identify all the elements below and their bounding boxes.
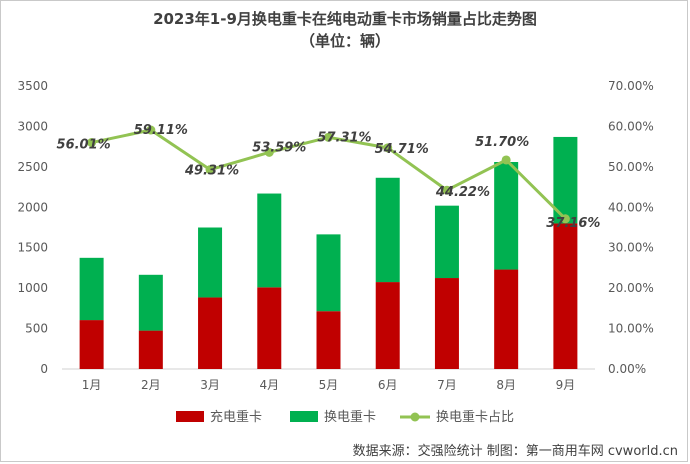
x-tick-label: 1月	[82, 378, 102, 392]
bar-charging	[138, 330, 163, 369]
bar-swapping	[494, 162, 519, 270]
bar-charging	[553, 223, 578, 369]
share-point	[205, 165, 215, 175]
y-right-tick-label: 20.00%	[608, 281, 654, 295]
bar-charging	[316, 311, 341, 369]
x-tick-label: 7月	[437, 378, 457, 392]
y-right-tick-label: 60.00%	[608, 119, 654, 133]
bar-charging	[257, 287, 282, 369]
share-point	[264, 147, 274, 157]
legend-label-share: 换电重卡占比	[436, 409, 514, 425]
legend-swatch-charging	[176, 411, 204, 422]
x-tick-label: 6月	[378, 378, 398, 392]
share-data-label: 56.01%	[57, 138, 111, 153]
bar-swapping	[316, 234, 341, 312]
bar-charging	[375, 282, 400, 369]
share-data-label: 54.71%	[375, 142, 429, 157]
bar-swapping	[79, 257, 104, 321]
x-tick-label: 3月	[200, 378, 220, 392]
bar-swapping	[198, 227, 223, 298]
y-right-tick-label: 40.00%	[608, 200, 654, 214]
x-tick-label: 8月	[496, 378, 516, 392]
bar-charging	[79, 320, 104, 369]
share-point	[146, 125, 156, 135]
share-point	[501, 155, 511, 165]
y-right-tick-label: 10.00%	[608, 322, 654, 336]
share-data-label: 59.11%	[134, 123, 188, 138]
share-point	[383, 143, 393, 153]
y-left-tick-label: 2500	[17, 160, 48, 174]
y-right-tick-label: 70.00%	[608, 79, 654, 93]
legend-swatch-swapping	[290, 411, 318, 422]
share-point	[442, 185, 452, 195]
y-right-tick-label: 0.00%	[608, 362, 646, 376]
share-data-label: 49.31%	[184, 164, 239, 179]
bar-charging	[434, 278, 459, 369]
source-note: 数据来源：交强险统计 制图：第一商用车网 cvworld.cn	[352, 444, 678, 459]
share-data-label: 57.31%	[317, 130, 371, 145]
chart-subtitle: （单位：辆）	[299, 32, 390, 50]
share-point	[560, 214, 570, 224]
bar-swapping	[375, 177, 400, 283]
bar-swapping	[257, 193, 282, 288]
y-left-tick-label: 0	[40, 362, 48, 376]
y-left-tick-label: 2000	[17, 200, 48, 214]
chart-title: 2023年1-9月换电重卡在纯电动重卡市场销量占比走势图	[153, 10, 537, 28]
y-right-tick-label: 50.00%	[608, 160, 654, 174]
y-right-tick-label: 30.00%	[608, 241, 654, 255]
bar-swapping	[434, 205, 459, 279]
share-data-label: 37.16%	[546, 216, 600, 231]
bar-charging	[198, 297, 223, 369]
y-left-tick-label: 3500	[17, 79, 48, 93]
legend-marker-share	[410, 412, 420, 422]
legend-label-charging: 充电重卡	[210, 409, 262, 425]
x-tick-label: 5月	[319, 378, 339, 392]
y-left-tick-label: 3000	[17, 119, 48, 133]
bar-charging	[494, 269, 519, 369]
share-point	[87, 138, 97, 148]
bar-swapping	[138, 274, 163, 331]
share-data-label: 44.22%	[435, 185, 490, 200]
x-tick-label: 9月	[556, 378, 576, 392]
share-point	[324, 132, 333, 142]
share-data-label: 51.70%	[475, 135, 529, 150]
x-tick-label: 4月	[259, 378, 279, 392]
y-left-tick-label: 1500	[17, 241, 48, 255]
x-tick-label: 2月	[141, 378, 161, 392]
share-data-label: 53.59%	[252, 140, 306, 155]
legend-label-swapping: 换电重卡	[324, 409, 376, 425]
y-left-tick-label: 1000	[17, 281, 48, 295]
y-left-tick-label: 500	[25, 322, 48, 336]
